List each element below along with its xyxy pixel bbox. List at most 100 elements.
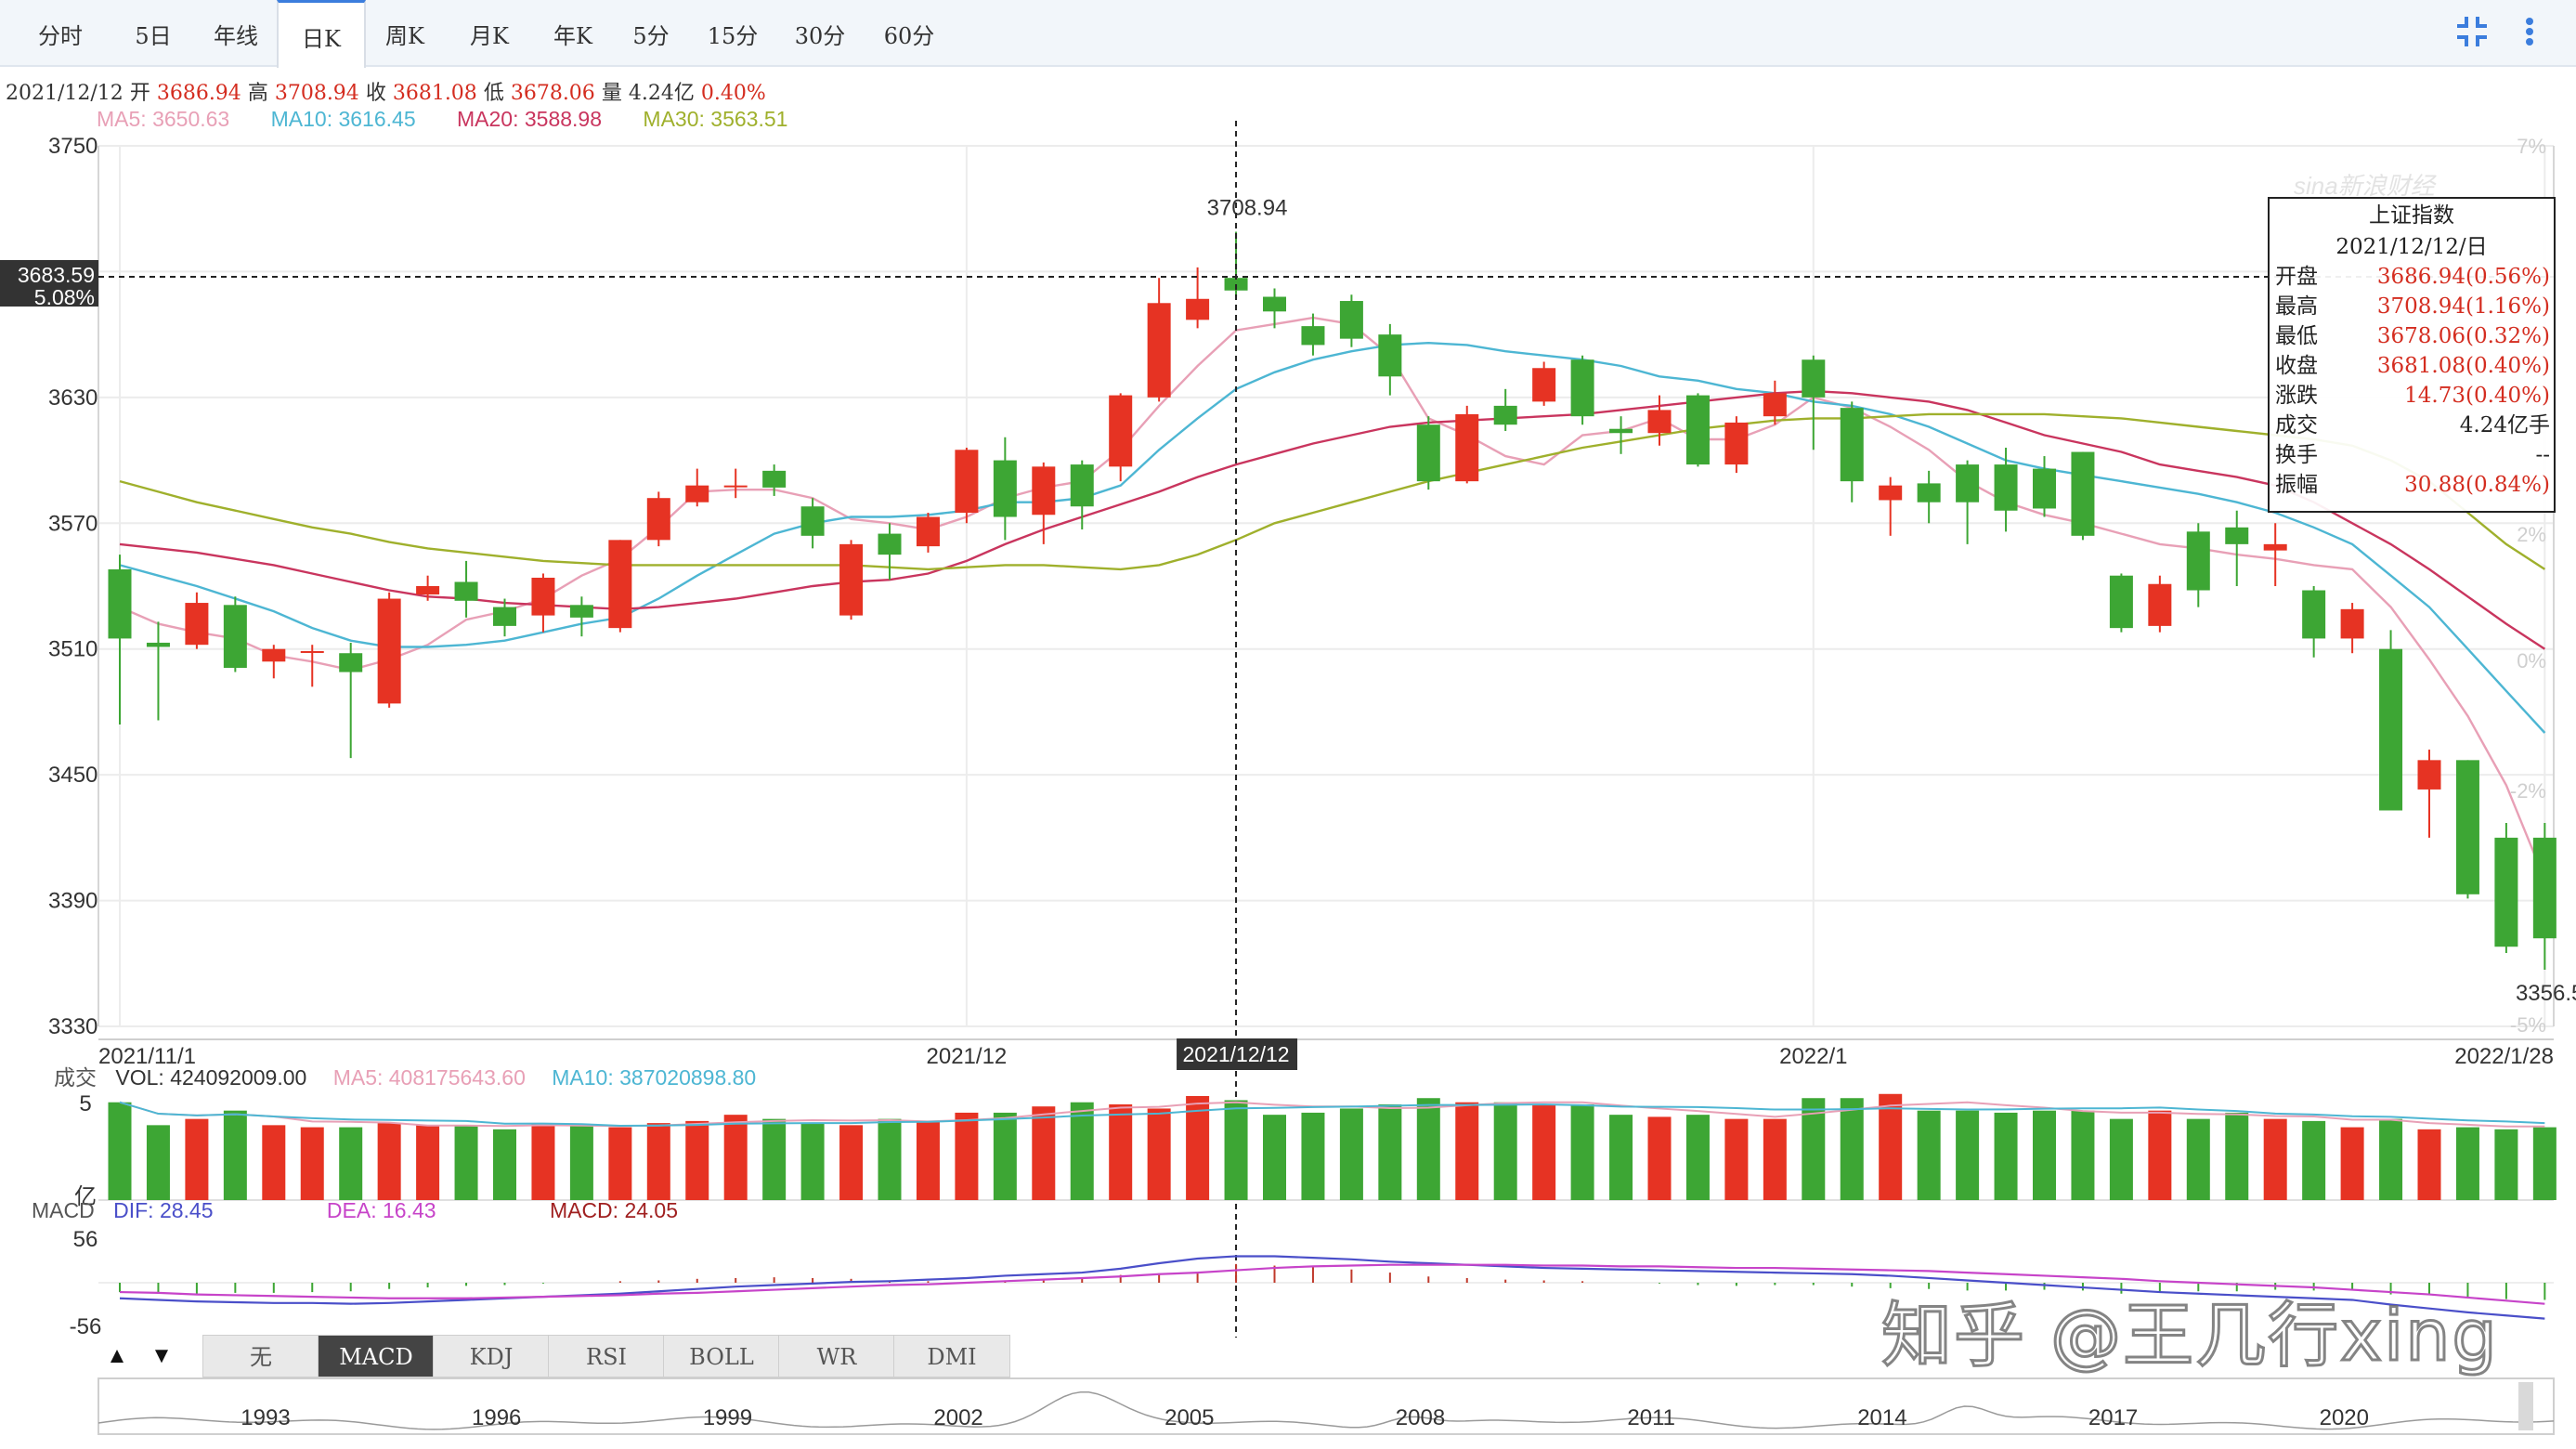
- candle-body: [2109, 575, 2133, 629]
- candle: [377, 592, 401, 708]
- info-close-label: 收: [365, 82, 386, 105]
- volume-bar: [2532, 1127, 2556, 1200]
- tab-年线[interactable]: 年线: [214, 23, 258, 49]
- ma30-legend: MA30: 3563.51: [643, 107, 788, 131]
- candle-body: [1455, 413, 1479, 482]
- tooltip-row-value: --: [2535, 443, 2550, 467]
- indicator-tab-dmi[interactable]: DMI: [893, 1335, 1010, 1377]
- shrink-icon[interactable]: [2453, 13, 2491, 50]
- candle: [762, 464, 787, 496]
- candle-body: [108, 568, 132, 639]
- tab-5日[interactable]: 5日: [135, 23, 172, 49]
- macd-dea-line: [119, 1263, 2545, 1305]
- candle-body: [1147, 303, 1171, 398]
- volume-bar: [2033, 1110, 2056, 1200]
- indicator-tab-macd[interactable]: MACD: [318, 1335, 435, 1377]
- volume-bar: [1685, 1115, 1710, 1200]
- candle-body: [531, 577, 555, 616]
- ma-line-ma30: [119, 412, 2546, 571]
- indicator-tab-rsi[interactable]: RSI: [548, 1335, 665, 1377]
- macd-legend: MACD DIF: 28.45 DEA: 16.43 MACD: 24.05: [32, 1198, 678, 1223]
- volume-bar: [1532, 1103, 1556, 1200]
- indicator-tab-wr[interactable]: WR: [778, 1335, 895, 1377]
- tooltip-row-label: 最低: [2275, 324, 2318, 348]
- tooltip-row: 换手 --: [2270, 440, 2554, 470]
- volume-bar: [1840, 1098, 1864, 1200]
- candle-body: [1879, 485, 1903, 501]
- candle-body: [2186, 531, 2210, 591]
- candle-body: [1570, 359, 1594, 417]
- candle-body: [1532, 368, 1556, 402]
- candle-body: [800, 506, 825, 536]
- volume-bar: [223, 1110, 247, 1200]
- date-tick-label: 2021/12: [927, 1044, 1008, 1069]
- candle-body: [685, 485, 709, 503]
- info-vol: 4.24亿: [628, 82, 695, 105]
- tab-60分[interactable]: 60分: [883, 23, 935, 49]
- more-icon[interactable]: [2520, 13, 2539, 50]
- candle: [1685, 393, 1710, 467]
- tab-分时[interactable]: 分时: [38, 23, 83, 49]
- ma-line-ma5: [119, 316, 2546, 881]
- volume-bottom-label: 亿: [74, 1184, 97, 1209]
- indicator-up-button[interactable]: ▲: [106, 1343, 128, 1368]
- candle-body: [1378, 334, 1402, 377]
- candle: [416, 575, 440, 601]
- candle-body: [2033, 468, 2056, 509]
- volume-bar: [1917, 1110, 1941, 1200]
- candle: [646, 491, 670, 547]
- indicator-tab-无[interactable]: 无: [202, 1335, 319, 1377]
- candle-body: [878, 533, 902, 555]
- candle: [1879, 476, 1903, 536]
- candle-body: [377, 598, 401, 704]
- candle: [1416, 416, 1440, 490]
- volume-bar: [1147, 1108, 1171, 1200]
- volume-bar: [2340, 1127, 2364, 1200]
- tooltip-date: 2021/12/12/日: [2335, 235, 2488, 259]
- indicator-down-button[interactable]: ▼: [150, 1343, 173, 1368]
- candle-body: [2302, 590, 2326, 639]
- candle: [1956, 460, 1980, 544]
- candle-body: [569, 605, 593, 618]
- volume-bar: [839, 1125, 864, 1200]
- candle: [2109, 573, 2133, 633]
- candle-body: [1493, 405, 1517, 425]
- price-tick-label: 3450: [48, 763, 98, 788]
- tab-5分[interactable]: 5分: [632, 23, 670, 49]
- candle: [1301, 313, 1325, 356]
- volume-top-label: 5: [79, 1091, 91, 1116]
- candle-body: [416, 586, 440, 595]
- tab-周K[interactable]: 周K: [385, 23, 424, 49]
- volume-bar: [2071, 1110, 2095, 1200]
- candle: [2263, 523, 2287, 586]
- candle-body: [1263, 296, 1286, 312]
- volume-bar: [1763, 1118, 1787, 1200]
- candle-body: [1032, 466, 1056, 516]
- tab-月K[interactable]: 月K: [470, 23, 509, 49]
- candle: [493, 598, 516, 637]
- price-tick-label: 3570: [48, 511, 98, 536]
- pct-tick-label: 0%: [2517, 649, 2546, 672]
- volume-bar: [262, 1125, 286, 1200]
- tab-年K[interactable]: 年K: [553, 23, 592, 49]
- candle: [2148, 575, 2172, 633]
- tab-30分[interactable]: 30分: [794, 23, 846, 49]
- candle: [685, 468, 709, 507]
- tab-日K[interactable]: 日K: [277, 0, 366, 68]
- indicator-tab-kdj[interactable]: KDJ: [433, 1335, 550, 1377]
- candle: [1802, 355, 1826, 450]
- navigator-year-label: 2011: [1627, 1405, 1675, 1430]
- tab-15分[interactable]: 15分: [707, 23, 759, 49]
- pct-tick-label: -2%: [2510, 779, 2546, 803]
- volume-bar: [2379, 1118, 2403, 1200]
- price-tick-label: 3750: [48, 134, 98, 159]
- tooltip-row-value: 3681.08(0.40%): [2376, 354, 2550, 378]
- candle-body: [1840, 408, 1864, 482]
- candle: [1032, 462, 1056, 544]
- pct-tick-label: 7%: [2517, 135, 2546, 158]
- indicator-tab-boll[interactable]: BOLL: [663, 1335, 780, 1377]
- info-close: 3681.08: [392, 82, 477, 105]
- volume-bar: [1994, 1112, 2018, 1200]
- price-tick-label: 3330: [48, 1014, 98, 1039]
